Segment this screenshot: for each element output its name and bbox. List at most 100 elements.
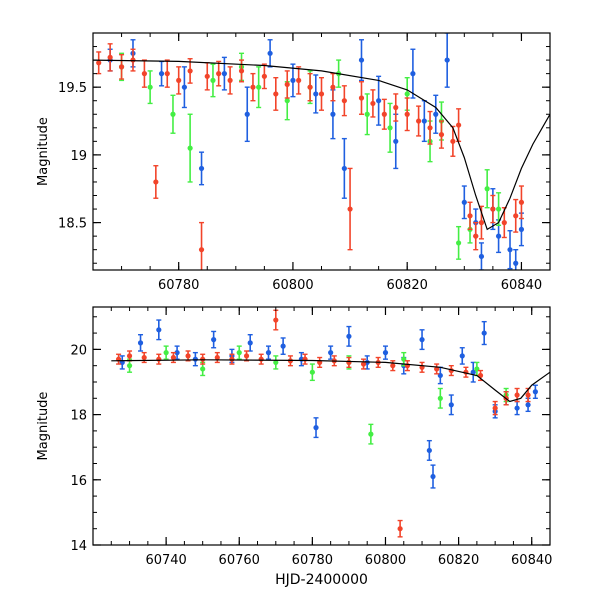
data-point: [163, 350, 169, 356]
data-point: [307, 84, 313, 90]
data-point: [507, 247, 513, 253]
data-point: [280, 343, 286, 349]
data-point: [153, 179, 159, 185]
x-tick-label: 60780: [292, 553, 333, 568]
data-point: [368, 431, 374, 437]
plot-area: [93, 33, 550, 270]
data-point: [381, 111, 387, 117]
plot-area: [111, 309, 550, 538]
x-tick-label: 60780: [158, 278, 199, 293]
data-point: [433, 111, 439, 117]
x-tick-label: 60820: [438, 553, 479, 568]
data-point: [419, 337, 425, 343]
data-point: [430, 473, 436, 480]
data-point: [448, 402, 454, 408]
data-point: [258, 356, 264, 362]
data-point: [341, 165, 347, 172]
data-point: [450, 138, 456, 144]
data-point: [156, 356, 162, 362]
data-point: [164, 71, 170, 77]
data-point: [267, 50, 273, 56]
data-point: [382, 350, 389, 356]
data-point: [200, 366, 206, 372]
data-point: [484, 186, 490, 192]
data-point: [261, 73, 267, 79]
data-point: [514, 405, 520, 411]
y-axis-label: Magnitude: [36, 392, 51, 461]
data-point: [273, 317, 279, 323]
data-point: [185, 353, 191, 359]
data-point: [181, 84, 187, 90]
x-tick-label: 60800: [272, 278, 313, 293]
data-point: [204, 73, 210, 79]
data-point: [290, 77, 296, 83]
data-point: [459, 353, 465, 359]
data-point: [456, 122, 462, 128]
x-tick-label: 60840: [501, 278, 542, 293]
data-point: [461, 199, 467, 205]
data-point: [525, 392, 531, 398]
x-tick-label: 60740: [145, 553, 186, 568]
data-point: [438, 131, 445, 138]
data-point: [200, 356, 206, 362]
data-point: [118, 64, 125, 70]
data-point: [397, 526, 403, 532]
data-point: [426, 447, 432, 454]
data-point: [130, 57, 136, 63]
data-point: [198, 247, 205, 253]
data-point: [495, 233, 502, 239]
x-axis-label: HJD-2400000: [275, 572, 368, 588]
data-point: [492, 405, 498, 411]
data-point: [156, 327, 162, 333]
data-point: [404, 111, 410, 117]
data-point: [187, 145, 193, 151]
data-point: [250, 84, 256, 90]
data-point: [313, 91, 319, 97]
data-point: [513, 213, 519, 219]
data-point: [126, 363, 133, 369]
data-point: [518, 199, 525, 205]
y-tick-label: 18.5: [58, 217, 87, 232]
data-point: [478, 220, 485, 226]
data-point: [192, 356, 198, 362]
series-blue: [119, 319, 538, 489]
data-point: [238, 68, 245, 74]
data-point: [256, 84, 262, 90]
y-tick-label: 14: [70, 539, 87, 554]
data-point: [404, 91, 410, 97]
data-point: [313, 425, 319, 431]
data-point: [501, 220, 507, 226]
data-point: [284, 98, 290, 104]
data-point: [347, 206, 353, 212]
y-tick-label: 19.5: [58, 81, 87, 96]
data-point: [525, 402, 531, 408]
data-point: [296, 77, 302, 83]
data-point: [265, 350, 272, 356]
data-point: [393, 138, 399, 144]
data-point: [513, 260, 519, 266]
data-point: [210, 77, 216, 83]
data-point: [137, 340, 144, 346]
y-axis-label: Magnitude: [36, 117, 51, 186]
data-point: [467, 213, 473, 219]
data-point: [176, 77, 182, 83]
data-point: [187, 68, 193, 74]
model-curve: [111, 359, 550, 403]
plot-frame: [92, 306, 551, 546]
data-point: [346, 333, 352, 339]
x-tick-label: 60840: [511, 553, 552, 568]
data-point: [141, 354, 147, 361]
data-point: [229, 356, 235, 362]
data-point: [346, 359, 352, 366]
data-point: [341, 98, 347, 104]
data-point: [174, 350, 180, 356]
data-point: [532, 389, 538, 395]
data-point: [273, 359, 279, 366]
data-point: [358, 95, 365, 101]
x-tick-label: 60760: [219, 553, 260, 568]
data-point: [221, 71, 227, 77]
top-panel: 60780 60800 60820 60840 18.5 19 19.5 Magnitude: [36, 32, 551, 293]
data-point: [358, 57, 365, 63]
data-point: [456, 240, 462, 246]
